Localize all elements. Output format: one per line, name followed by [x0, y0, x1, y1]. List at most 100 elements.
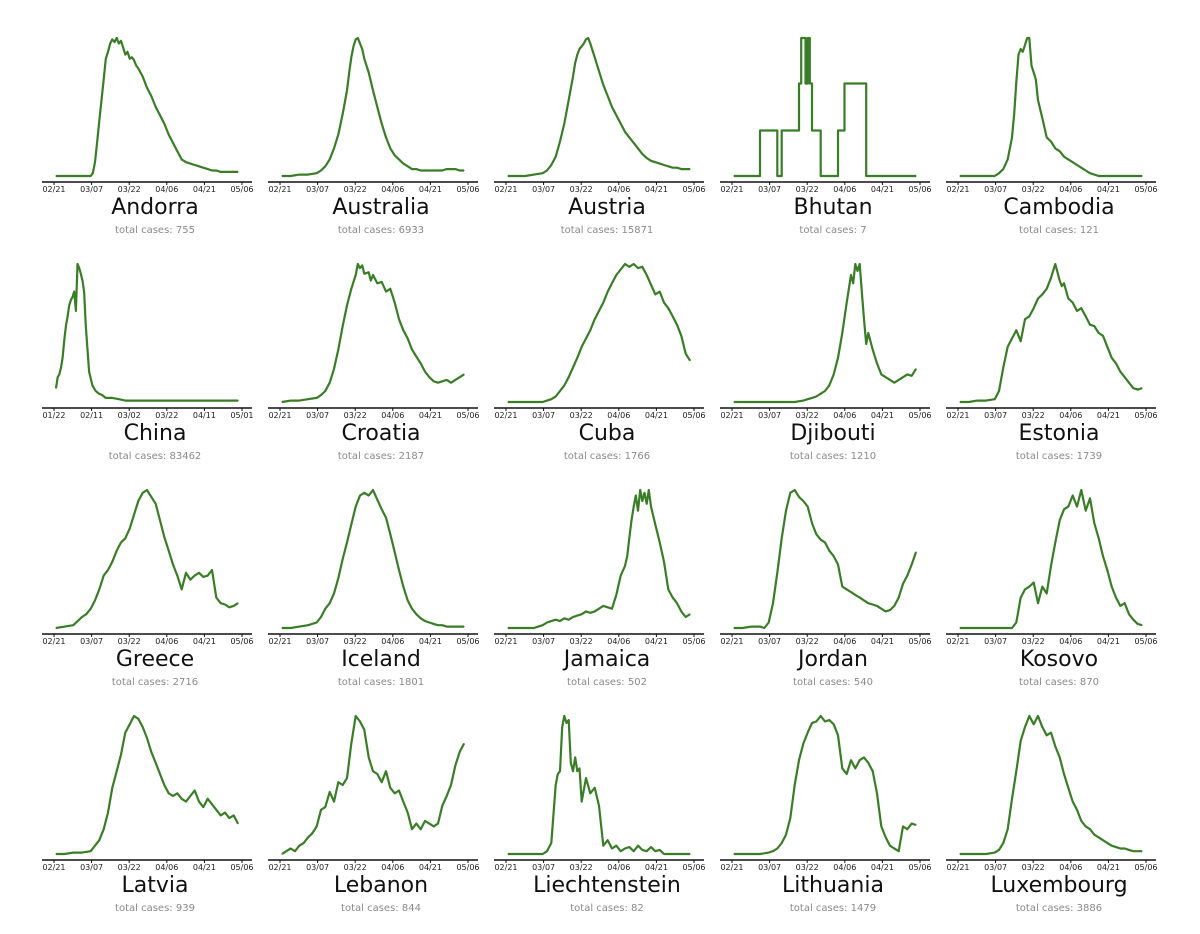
data-point: [177, 400, 179, 402]
data-point: [437, 382, 439, 384]
data-point: [781, 842, 783, 844]
data-point: [763, 627, 765, 629]
data-point: [1020, 340, 1022, 342]
data-point: [463, 743, 465, 745]
data-point: [94, 161, 96, 163]
data-point: [876, 362, 878, 364]
data-point: [589, 792, 591, 794]
data-point: [1085, 169, 1087, 172]
data-point: [685, 168, 687, 170]
data-point: [389, 288, 391, 290]
data-point: [76, 263, 79, 265]
total-cases-label: total cases: 1801: [337, 677, 425, 688]
data-point: [98, 120, 100, 122]
data-point: [281, 401, 283, 403]
x-tick-label: 02/21: [42, 637, 65, 646]
data-point: [1093, 325, 1095, 327]
data-point: [968, 627, 970, 629]
x-tick-label: 03/22: [1022, 411, 1045, 420]
x-tick-label: 04/21: [645, 863, 668, 872]
data-point: [105, 58, 107, 60]
data-point: [555, 395, 557, 398]
data-point: [624, 847, 626, 850]
data-point: [968, 401, 970, 403]
data-point: [911, 563, 913, 566]
data-point: [1102, 839, 1104, 841]
data-point: [368, 271, 370, 273]
line-chart: 02/21 03/07 03/22 04/06 04/21 05/06: [494, 488, 706, 646]
data-point: [781, 175, 783, 177]
data-point: [381, 123, 383, 125]
data-point: [172, 563, 174, 566]
data-point: [168, 550, 170, 552]
data-point: [563, 384, 565, 386]
data-point: [71, 296, 74, 298]
data-point: [72, 624, 74, 626]
data-point: [320, 394, 322, 396]
data-point: [159, 114, 161, 116]
data-point: [537, 626, 539, 628]
data-point: [1007, 828, 1009, 830]
data-point: [1024, 318, 1026, 320]
data-point: [133, 715, 135, 717]
data-point: [428, 823, 430, 825]
data-point: [620, 575, 622, 577]
data-point: [454, 379, 456, 381]
data-point: [885, 376, 887, 378]
data-point: [1098, 537, 1100, 539]
data-point: [902, 175, 904, 177]
chart-panel-china: 01/22 02/11 03/02 03/22 04/11 05/01 China total…: [42, 256, 268, 482]
data-point: [1024, 726, 1026, 728]
data-point: [298, 845, 300, 847]
data-point: [85, 613, 87, 615]
data-point: [1015, 621, 1017, 624]
x-tick-label: 04/21: [419, 411, 442, 420]
x-tick-label: 04/21: [645, 411, 668, 420]
data-point: [64, 626, 66, 628]
data-point: [1119, 605, 1121, 607]
x-tick-label: 04/06: [381, 411, 404, 420]
data-point: [856, 270, 859, 272]
data-point: [854, 594, 856, 596]
country-title: Cuba: [578, 421, 636, 446]
x-tick-label: 05/01: [230, 411, 253, 420]
x-tick-label: 03/22: [1022, 863, 1045, 872]
data-point: [320, 169, 322, 172]
data-point: [1030, 65, 1033, 67]
data-point: [750, 853, 752, 855]
data-point: [424, 169, 426, 172]
data-point: [663, 561, 665, 563]
data-point: [663, 302, 665, 304]
data-point: [411, 608, 413, 610]
data-point: [228, 817, 230, 819]
data-point: [1093, 522, 1095, 524]
data-point: [672, 853, 674, 855]
data-point: [1050, 732, 1052, 734]
data-point: [376, 773, 378, 775]
data-point: [307, 624, 309, 626]
data-point: [542, 853, 544, 855]
data-point: [55, 175, 57, 177]
data-point: [146, 87, 148, 89]
data-point: [772, 850, 774, 852]
data-point: [394, 302, 396, 304]
data-point: [355, 506, 357, 508]
series-line: [734, 714, 917, 856]
data-point: [641, 266, 643, 268]
chart-panel-iceland: 02/21 03/07 03/22 04/06 04/21 05/06 Iceland tot…: [268, 482, 494, 708]
series-line: [960, 714, 1142, 856]
data-point: [394, 154, 396, 156]
data-point: [1115, 846, 1117, 848]
data-point: [615, 274, 617, 276]
data-point: [1046, 734, 1048, 736]
data-point: [415, 168, 417, 170]
data-point: [109, 42, 111, 45]
data-point: [98, 588, 100, 590]
data-point: [859, 759, 861, 761]
data-point: [57, 376, 59, 378]
data-point: [637, 267, 639, 269]
data-point: [968, 175, 970, 177]
country-title: Liechtenstein: [533, 873, 681, 898]
x-tick-label: 02/21: [268, 411, 291, 420]
data-point: [85, 325, 87, 327]
